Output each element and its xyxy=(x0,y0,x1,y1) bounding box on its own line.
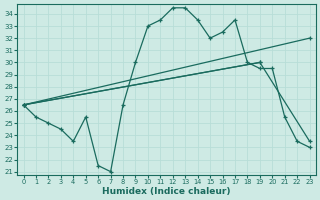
X-axis label: Humidex (Indice chaleur): Humidex (Indice chaleur) xyxy=(102,187,231,196)
